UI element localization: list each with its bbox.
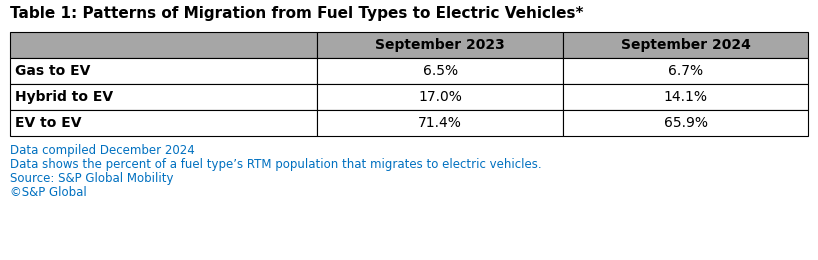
Bar: [10, 110, 317, 136]
Text: Data compiled December 2024: Data compiled December 2024: [10, 144, 195, 157]
Bar: [563, 110, 808, 136]
Text: ©S&P Global: ©S&P Global: [10, 186, 87, 199]
Text: Gas to EV: Gas to EV: [15, 64, 90, 78]
Bar: [563, 84, 808, 110]
Text: EV to EV: EV to EV: [15, 116, 82, 130]
Text: September 2023: September 2023: [375, 38, 505, 52]
Bar: [317, 58, 563, 84]
Text: Data shows the percent of a fuel type’s RTM population that migrates to electric: Data shows the percent of a fuel type’s …: [10, 158, 542, 171]
Bar: [10, 58, 317, 84]
Text: Hybrid to EV: Hybrid to EV: [15, 90, 113, 104]
Text: 6.7%: 6.7%: [668, 64, 703, 78]
Text: 65.9%: 65.9%: [663, 116, 708, 130]
Bar: [317, 32, 563, 58]
Text: Source: S&P Global Mobility: Source: S&P Global Mobility: [10, 172, 173, 185]
Text: 71.4%: 71.4%: [418, 116, 462, 130]
Text: 6.5%: 6.5%: [423, 64, 458, 78]
Text: Table 1: Patterns of Migration from Fuel Types to Electric Vehicles*: Table 1: Patterns of Migration from Fuel…: [10, 6, 583, 21]
Bar: [317, 110, 563, 136]
Bar: [563, 58, 808, 84]
Text: 14.1%: 14.1%: [663, 90, 708, 104]
Bar: [317, 84, 563, 110]
Bar: [10, 32, 317, 58]
Text: September 2024: September 2024: [621, 38, 750, 52]
Bar: [563, 32, 808, 58]
Text: 17.0%: 17.0%: [418, 90, 462, 104]
Bar: [10, 84, 317, 110]
